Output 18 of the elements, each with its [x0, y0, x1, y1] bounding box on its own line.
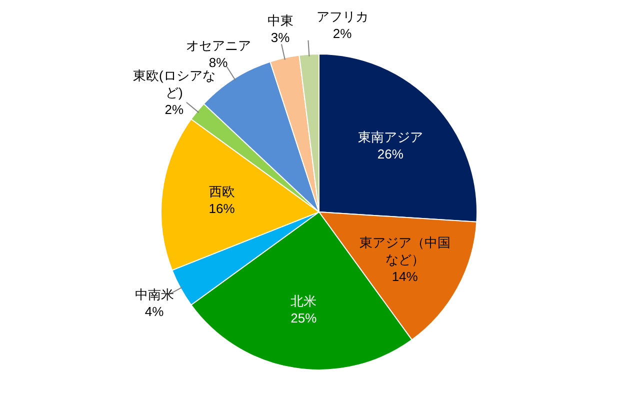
- slice-label: 西欧: [208, 184, 235, 199]
- data-label: 16%: [208, 200, 236, 216]
- slice-label: オセアニア: [186, 37, 251, 52]
- data-label: 8%: [208, 54, 228, 70]
- data-label: 25%: [290, 310, 318, 325]
- slice-label: 中東: [267, 12, 294, 28]
- data-label: 4%: [144, 304, 164, 319]
- data-label: 3%: [270, 30, 290, 45]
- slice-label: 中南米: [134, 286, 174, 302]
- data-label: 14%: [392, 268, 418, 284]
- slice-label: 東南アジア: [358, 128, 423, 144]
- slice-label: 北米: [290, 292, 317, 308]
- slice-label: 東アジア（中国など）: [359, 234, 450, 267]
- slice-label: アフリカ: [316, 8, 368, 24]
- data-label: 2%: [332, 25, 352, 40]
- data-label: 2%: [164, 102, 184, 117]
- data-label: 26%: [377, 146, 404, 161]
- slice-label: 東欧(ロシアなど): [132, 68, 216, 100]
